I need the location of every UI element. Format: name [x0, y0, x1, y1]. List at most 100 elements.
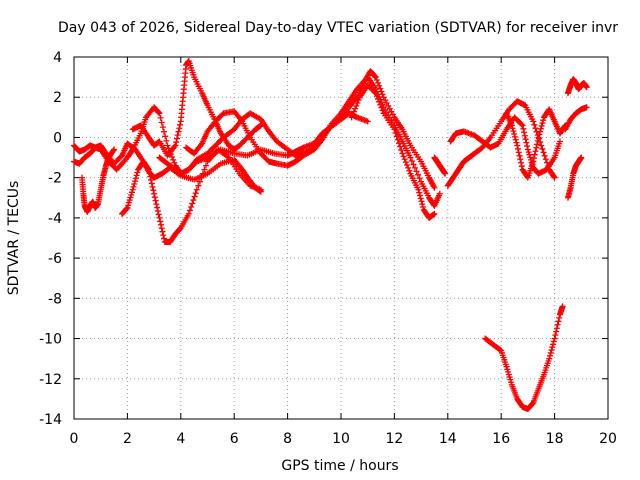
data-point	[164, 142, 171, 149]
data-point	[518, 159, 525, 166]
series-sat-f	[156, 110, 371, 177]
data-point	[132, 175, 139, 182]
y-tick-label: -10	[39, 332, 62, 348]
x-tick-label: 0	[70, 431, 79, 447]
data-point	[431, 184, 438, 191]
data-points	[71, 58, 590, 412]
data-point	[161, 128, 168, 135]
data-point	[373, 93, 380, 100]
y-tick-label: 4	[53, 50, 62, 66]
data-point	[550, 341, 557, 348]
y-tick-label: -2	[48, 171, 62, 187]
data-point	[513, 139, 520, 146]
data-point	[522, 136, 529, 143]
data-point	[411, 164, 418, 171]
data-point	[578, 154, 585, 161]
data-point	[583, 104, 590, 111]
data-point	[158, 225, 165, 232]
data-point	[553, 325, 560, 332]
series-sat-l	[564, 76, 590, 97]
data-point	[509, 125, 516, 132]
data-point	[378, 104, 385, 111]
data-point	[541, 152, 548, 159]
data-point	[148, 180, 155, 187]
data-point	[521, 132, 528, 139]
data-point	[130, 183, 137, 190]
series-sat-k	[503, 106, 569, 181]
data-point	[176, 125, 183, 132]
series-sat-h	[348, 82, 438, 221]
series-sat-e	[129, 58, 264, 159]
x-tick-label: 8	[283, 431, 292, 447]
data-point	[551, 335, 558, 342]
data-point	[514, 145, 521, 152]
data-point	[415, 171, 422, 178]
y-tick-label: -8	[48, 291, 62, 307]
data-point	[415, 186, 422, 193]
data-point	[371, 73, 378, 80]
data-point	[410, 161, 417, 168]
data-point	[152, 197, 159, 204]
plot-frame	[73, 56, 609, 420]
data-point	[196, 178, 203, 185]
data-point	[364, 118, 371, 125]
data-point	[420, 203, 427, 210]
data-point	[158, 119, 165, 126]
data-point	[539, 120, 546, 127]
data-point	[514, 142, 521, 149]
data-point	[550, 173, 557, 180]
data-point	[559, 303, 566, 310]
data-point	[374, 79, 381, 86]
data-point	[394, 136, 401, 143]
data-point	[201, 166, 208, 173]
data-point	[173, 139, 180, 146]
data-point	[193, 186, 200, 193]
data-point	[144, 165, 151, 172]
data-point	[348, 114, 355, 121]
data-point	[537, 125, 544, 132]
y-tick-label: 0	[53, 130, 62, 146]
data-point	[551, 174, 558, 181]
data-point	[583, 84, 590, 91]
data-point	[177, 121, 184, 128]
data-point	[416, 175, 423, 182]
data-point	[402, 159, 409, 166]
x-tick-label: 18	[546, 431, 564, 447]
y-tick-label: 2	[53, 90, 62, 106]
data-point	[132, 178, 139, 185]
data-point	[349, 111, 356, 118]
data-point	[512, 136, 519, 143]
data-point	[398, 147, 405, 154]
data-point	[155, 109, 162, 116]
data-point	[508, 122, 515, 129]
data-point	[160, 232, 167, 239]
x-tick-label: 4	[176, 431, 185, 447]
data-point	[161, 235, 168, 242]
series-sat-m	[562, 104, 590, 133]
data-point	[539, 145, 546, 152]
data-point	[154, 207, 161, 214]
data-point	[550, 338, 557, 345]
data-point	[354, 99, 361, 106]
x-tick-label: 2	[123, 431, 132, 447]
data-point	[192, 190, 199, 197]
data-point	[531, 155, 538, 162]
data-point	[416, 192, 423, 199]
data-point	[403, 162, 410, 169]
data-point	[157, 114, 164, 121]
x-tick-labels: 0 2 4 6 8 10 12 14 16 18 20	[70, 431, 617, 447]
data-point	[510, 128, 517, 135]
data-point	[540, 149, 547, 156]
data-point	[405, 164, 412, 171]
data-point	[436, 190, 443, 197]
data-point	[416, 189, 423, 196]
data-point	[407, 154, 414, 161]
data-point	[442, 170, 449, 177]
data-point	[542, 156, 549, 163]
data-point	[151, 194, 158, 201]
data-point	[553, 328, 560, 335]
y-tick-labels: -14 -12 -10 -8 -6 -4 -2 0 2 4	[39, 50, 62, 428]
data-point	[190, 197, 197, 204]
data-point	[391, 126, 398, 133]
